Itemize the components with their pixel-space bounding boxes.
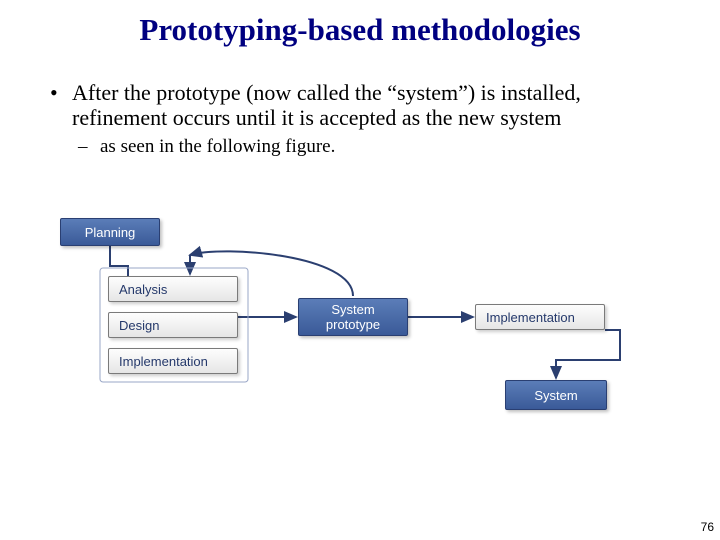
node-analysis: Analysis <box>108 276 238 302</box>
page-title: Prototyping-based methodologies <box>0 0 720 48</box>
node-implementation-label: Implementation <box>119 354 208 369</box>
main-bullet: After the prototype (now called the “sys… <box>50 80 670 131</box>
node-design-label: Design <box>119 318 159 333</box>
node-planning-label: Planning <box>85 225 136 240</box>
node-system-label: System <box>534 388 577 403</box>
node-system-prototype-label: System prototype <box>305 302 401 332</box>
node-implementation: Implementation <box>108 348 238 374</box>
main-bullet-text: After the prototype (now called the “sys… <box>72 80 670 131</box>
node-planning: Planning <box>60 218 160 246</box>
node-analysis-label: Analysis <box>119 282 167 297</box>
node-system: System <box>505 380 607 410</box>
sub-bullet: as seen in the following figure. <box>78 136 638 158</box>
node-system-prototype: System prototype <box>298 298 408 336</box>
node-design: Design <box>108 312 238 338</box>
edge-impl2-system <box>556 330 620 378</box>
node-implementation-2: Implementation <box>475 304 605 330</box>
page-number: 76 <box>701 520 714 534</box>
flowchart-diagram: Planning Analysis Design Implementation … <box>60 200 650 450</box>
node-implementation-2-label: Implementation <box>486 310 575 325</box>
sub-bullet-text: as seen in the following figure. <box>100 136 638 158</box>
